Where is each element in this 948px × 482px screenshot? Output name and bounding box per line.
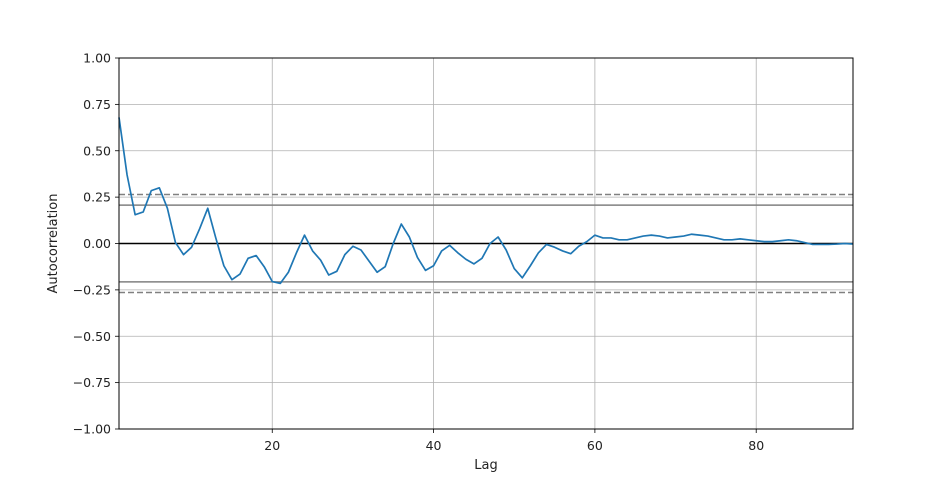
y-tick-label: −1.00 [73,422,111,437]
series-layer [118,117,854,285]
y-tick-label: −0.50 [73,329,111,344]
x-tick-label: 60 [587,438,603,453]
y-tick-label: −0.75 [73,375,111,390]
y-tick-label: 0.25 [83,190,111,205]
y-tick-label: 0.50 [83,143,111,158]
confidence-bands [119,193,853,294]
y-tick-label: −0.25 [73,282,111,297]
x-axis-label: Lag [474,458,497,473]
y-axis-ticks: 1.00 0.75 0.50 0.25 0.00 −0.25 −0.50 −0.75 −1.00 [73,51,119,437]
x-axis-ticks: 20 40 60 80 [264,429,764,453]
y-tick-label: 0.00 [83,236,111,251]
y-tick-label: 0.75 [83,97,111,112]
x-tick-label: 20 [264,438,280,453]
x-tick-label: 80 [748,438,764,453]
x-tick-label: 40 [426,438,442,453]
autocorrelation-series-line [118,117,854,285]
y-tick-label: 1.00 [83,51,111,66]
y-axis-label: Autocorrelation [46,194,61,294]
